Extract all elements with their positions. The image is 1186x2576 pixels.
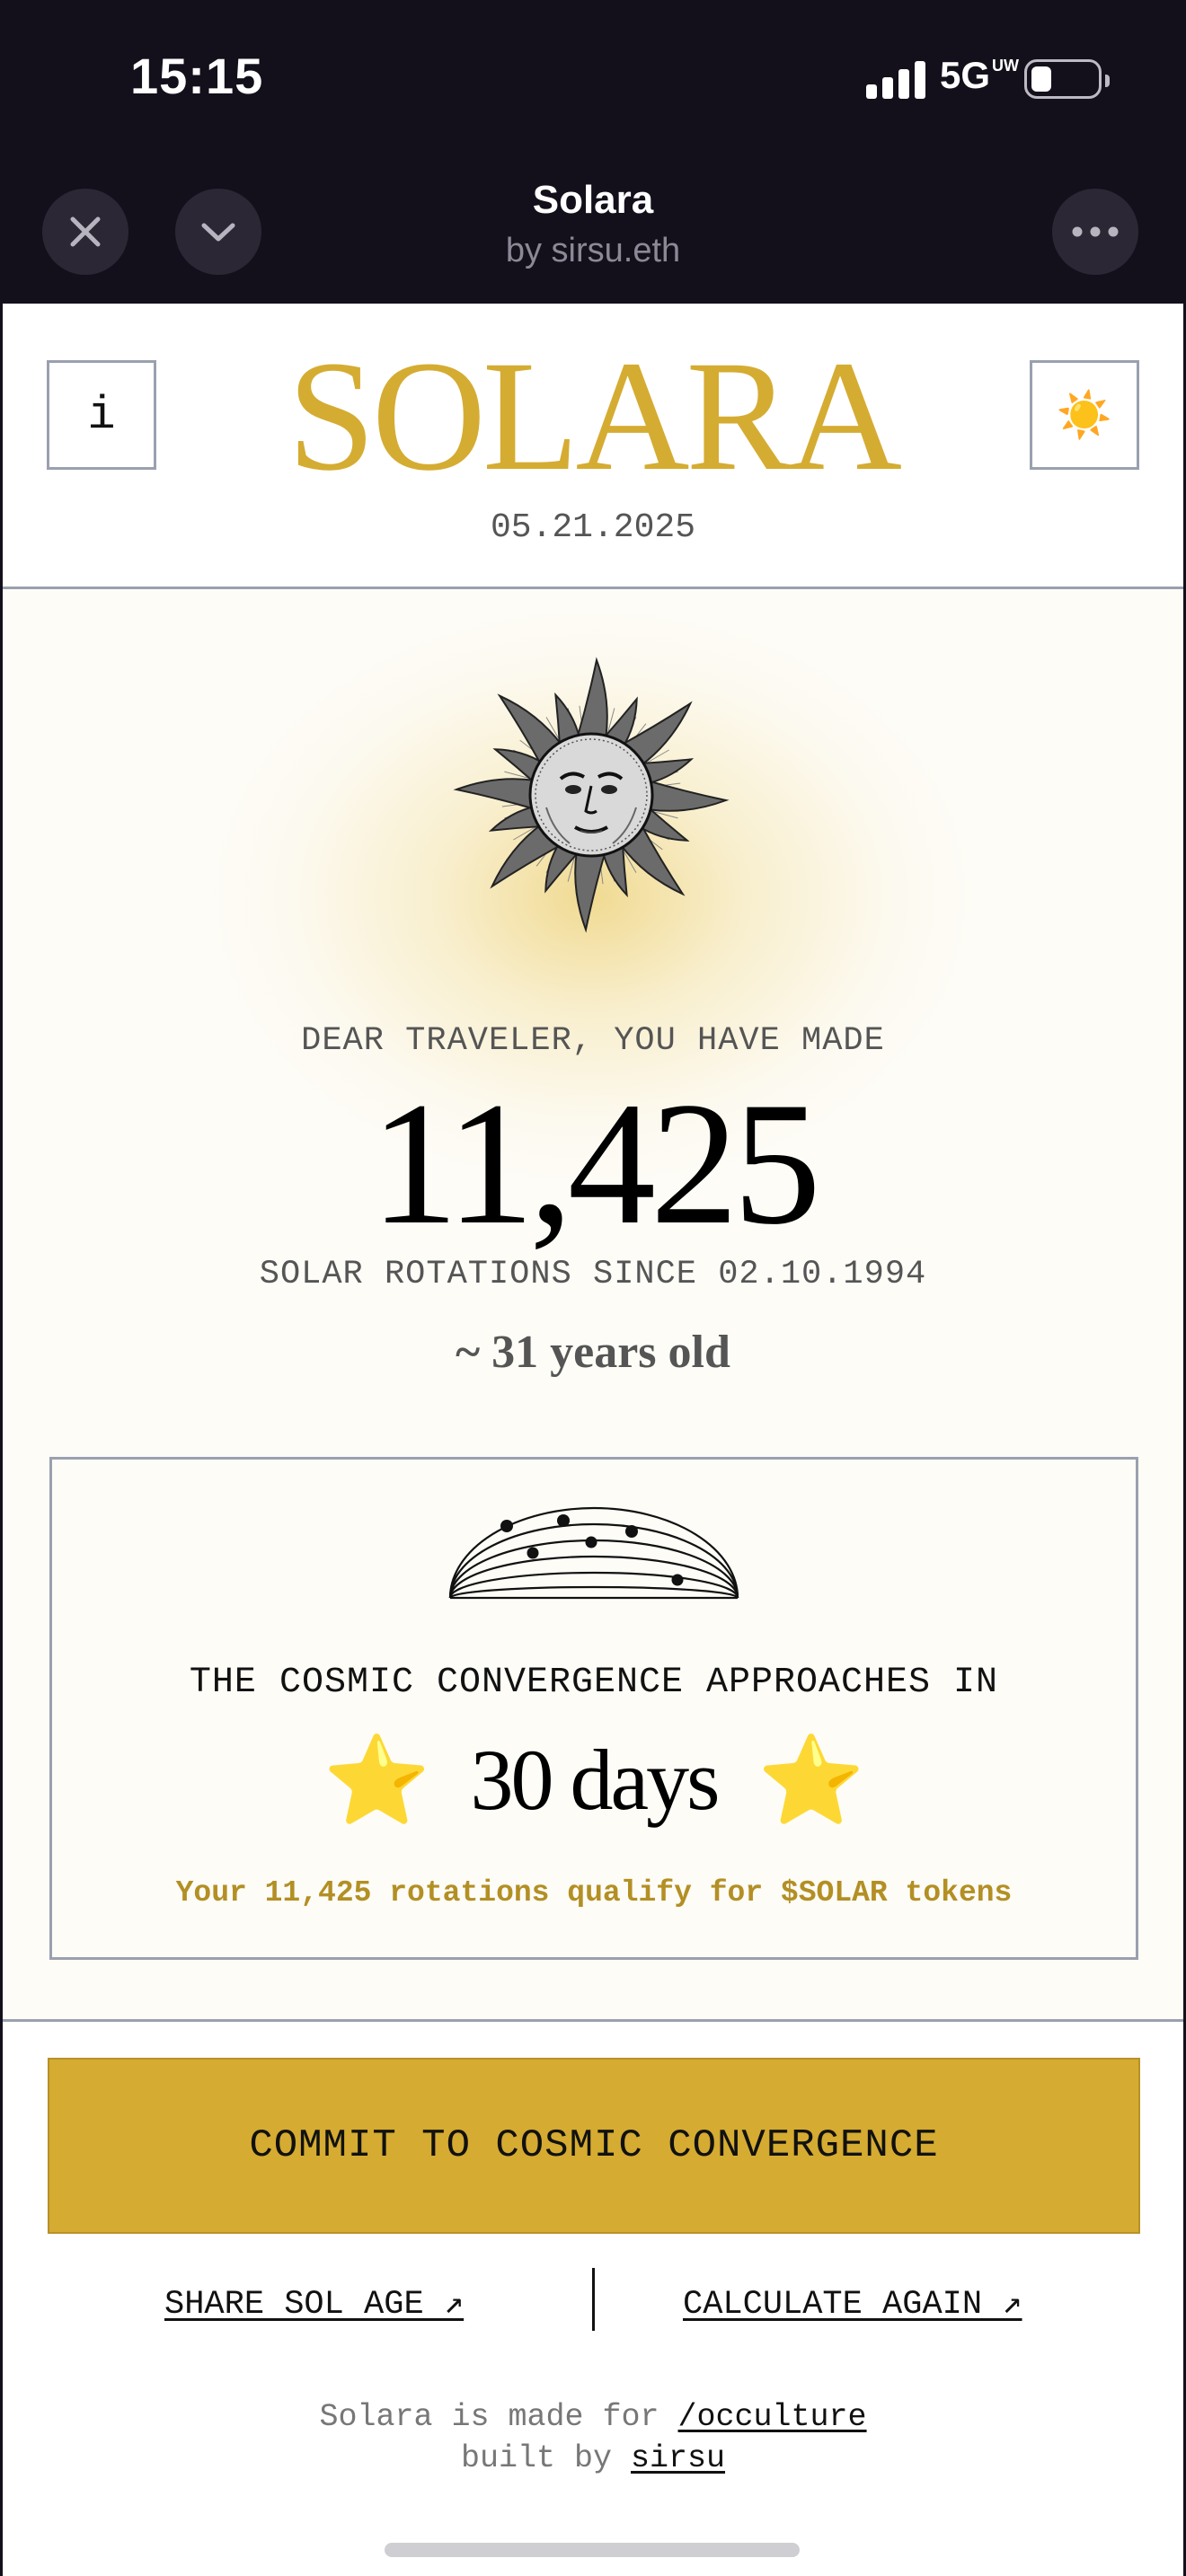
star-icon: ⭐ xyxy=(757,1731,865,1830)
sun-face-illustration xyxy=(452,656,730,934)
page: i SOLARA 05.21.2025 ☀️ DEAR TRAVELER, YO… xyxy=(0,304,1186,2576)
app-name: Solara xyxy=(0,178,1186,223)
status-time: 15:15 xyxy=(130,47,263,105)
cosmic-dome-icon xyxy=(446,1497,742,1614)
rotation-count: 11,425 xyxy=(3,1074,1183,1254)
actions-section: COMMIT TO COSMIC CONVERGENCE SHARE SOL A… xyxy=(3,2022,1183,2576)
star-icon: ⭐ xyxy=(323,1731,431,1830)
network-sup: UW xyxy=(992,57,1019,74)
sun-ray xyxy=(456,779,535,809)
age-estimate: ~ 31 years old xyxy=(3,1326,1183,1379)
home-indicator[interactable] xyxy=(385,2543,800,2557)
more-icon xyxy=(1070,225,1120,238)
theme-toggle-button[interactable]: ☀️ xyxy=(1030,360,1139,470)
sun-ray xyxy=(575,851,606,930)
rotation-since: SOLAR ROTATIONS SINCE 02.10.1994 xyxy=(3,1256,1183,1293)
convergence-card: THE COSMIC CONVERGENCE APPROACHES IN ⭐ 3… xyxy=(49,1457,1138,1960)
current-date: 05.21.2025 xyxy=(3,508,1183,547)
convergence-heading: THE COSMIC CONVERGENCE APPROACHES IN xyxy=(52,1663,1136,1703)
footer-built-by: built by sirsu xyxy=(3,2440,1183,2476)
app-byline: by sirsu.eth xyxy=(0,232,1186,270)
author-link[interactable]: sirsu xyxy=(631,2440,725,2476)
footer-built-by-text: built by xyxy=(461,2440,631,2476)
more-button[interactable] xyxy=(1052,189,1138,275)
commit-button[interactable]: COMMIT TO COSMIC CONVERGENCE xyxy=(48,2058,1140,2234)
network-label: 5G xyxy=(940,54,990,96)
hero-lead: DEAR TRAVELER, YOU HAVE MADE xyxy=(3,1022,1183,1060)
share-sol-age-link[interactable]: SHARE SOL AGE ↗ xyxy=(164,2282,464,2324)
footer-made-for-text: Solara is made for xyxy=(319,2399,677,2435)
countdown-days: 30 days xyxy=(471,1731,718,1830)
sun-ray xyxy=(647,781,726,811)
status-bar: 15:15 5G UW xyxy=(0,0,1186,153)
occulture-channel-link[interactable]: /occulture xyxy=(678,2399,867,2435)
network-indicator: 5G UW xyxy=(940,54,1019,97)
sun-icon: ☀️ xyxy=(1057,389,1112,442)
footer-made-for: Solara is made for /occulture xyxy=(3,2399,1183,2435)
battery-icon xyxy=(1024,59,1102,99)
link-divider xyxy=(592,2268,595,2331)
countdown-row: ⭐ 30 days ⭐ xyxy=(52,1731,1136,1830)
app-header: Solara by sirsu.eth xyxy=(0,153,1186,304)
logo: SOLARA xyxy=(3,336,1183,498)
signal-icon xyxy=(866,59,927,99)
token-qualification: Your 11,425 rotations qualify for $SOLAR… xyxy=(52,1876,1136,1910)
calculate-again-link[interactable]: CALCULATE AGAIN ↗ xyxy=(683,2282,1022,2324)
page-header: i SOLARA 05.21.2025 ☀️ xyxy=(3,304,1183,589)
sun-ray xyxy=(577,660,607,739)
